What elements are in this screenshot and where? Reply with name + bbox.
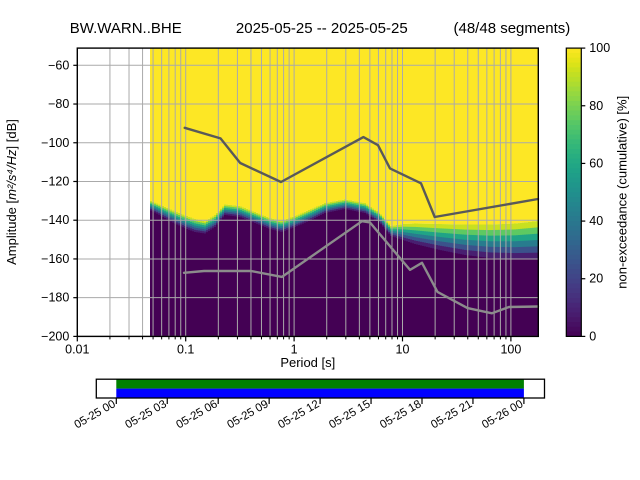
svg-text:60: 60 bbox=[589, 156, 603, 170]
svg-text:−80: −80 bbox=[48, 97, 69, 111]
svg-text:10: 10 bbox=[396, 342, 410, 356]
svg-text:100: 100 bbox=[500, 342, 521, 356]
svg-text:20: 20 bbox=[589, 272, 603, 286]
svg-text:BW.WARN..BHE 2025-: BW.WARN..BHE 2025-05-25 -- 2025-05-25 (4… bbox=[70, 20, 570, 37]
svg-text:100: 100 bbox=[589, 41, 610, 55]
svg-text:−200: −200 bbox=[41, 329, 69, 343]
svg-text:Amplitude [m²/s⁴/Hz] [dB]: Amplitude [m²/s⁴/Hz] [dB] bbox=[4, 119, 19, 265]
svg-text:−140: −140 bbox=[41, 213, 69, 227]
svg-text:0.01: 0.01 bbox=[65, 342, 89, 356]
svg-text:−60: −60 bbox=[48, 58, 69, 72]
svg-text:80: 80 bbox=[589, 99, 603, 113]
svg-text:−160: −160 bbox=[41, 252, 69, 266]
svg-text:−120: −120 bbox=[41, 174, 69, 188]
svg-text:0.1: 0.1 bbox=[177, 342, 194, 356]
svg-text:40: 40 bbox=[589, 214, 603, 228]
svg-text:−180: −180 bbox=[41, 291, 69, 305]
svg-text:Period [s]: Period [s] bbox=[280, 355, 335, 370]
svg-text:non-exceedance (cumulative) [%: non-exceedance (cumulative) [%] bbox=[614, 96, 629, 289]
svg-text:−100: −100 bbox=[41, 136, 69, 150]
svg-text:0: 0 bbox=[589, 329, 596, 343]
